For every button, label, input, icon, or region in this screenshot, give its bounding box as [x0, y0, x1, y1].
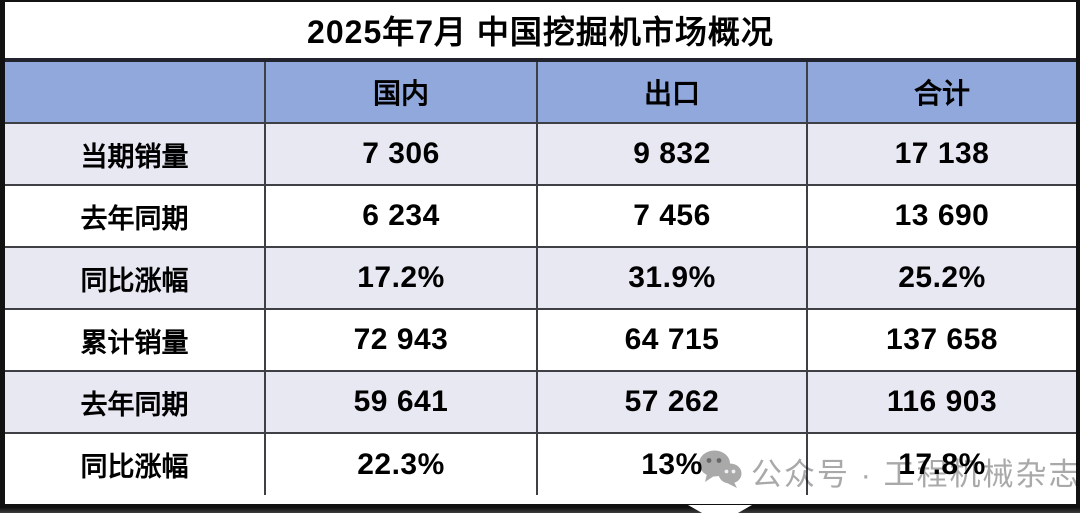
- header-cell-total: 合计: [806, 62, 1076, 124]
- cell-value: 17 138: [806, 122, 1076, 186]
- row-label: 去年同期: [5, 184, 266, 248]
- row-label: 同比涨幅: [5, 246, 266, 310]
- table-row-cumulative-yoy-growth: 同比涨幅 22.3% 13% 17.8%: [5, 432, 1076, 495]
- row-label: 当期销量: [5, 122, 266, 186]
- cell-value: 59 641: [264, 370, 538, 434]
- row-label: 累计销量: [5, 308, 266, 372]
- bottom-bar-notch: [688, 505, 752, 513]
- cell-value: 64 715: [536, 308, 808, 372]
- header-cell-empty: [5, 62, 266, 124]
- header-cell-export: 出口: [536, 62, 808, 124]
- table-row-cumulative-sales: 累计销量 72 943 64 715 137 658: [5, 308, 1076, 372]
- market-table: 国内 出口 合计 当期销量 7 306 9 832 17 138 去年同期 6 …: [5, 62, 1076, 495]
- row-label: 去年同期: [5, 370, 266, 434]
- cell-value: 6 234: [264, 184, 538, 248]
- cell-value: 17.8%: [806, 432, 1076, 495]
- cell-value: 31.9%: [536, 246, 808, 310]
- cell-value: 72 943: [264, 308, 538, 372]
- cell-value: 116 903: [806, 370, 1076, 434]
- row-label: 同比涨幅: [5, 432, 266, 495]
- cell-value: 7 456: [536, 184, 808, 248]
- cell-value: 13 690: [806, 184, 1076, 248]
- table-row-yoy-growth: 同比涨幅 17.2% 31.9% 25.2%: [5, 246, 1076, 310]
- table-row-current-sales: 当期销量 7 306 9 832 17 138: [5, 122, 1076, 186]
- cell-value: 22.3%: [264, 432, 538, 495]
- cell-value: 9 832: [536, 122, 808, 186]
- bottom-bar: [0, 504, 1080, 513]
- cell-value: 137 658: [806, 308, 1076, 372]
- table-row-last-year-same-period: 去年同期 6 234 7 456 13 690: [5, 184, 1076, 248]
- table-header-row: 国内 出口 合计: [5, 62, 1076, 124]
- cell-value: 25.2%: [806, 246, 1076, 310]
- cell-value: 7 306: [264, 122, 538, 186]
- header-cell-domestic: 国内: [264, 62, 538, 124]
- cell-value: 57 262: [536, 370, 808, 434]
- table-row-last-year-cumulative: 去年同期 59 641 57 262 116 903: [5, 370, 1076, 434]
- page-title: 2025年7月 中国挖掘机市场概况: [5, 2, 1076, 62]
- cell-value: 13%: [536, 432, 808, 495]
- cell-value: 17.2%: [264, 246, 538, 310]
